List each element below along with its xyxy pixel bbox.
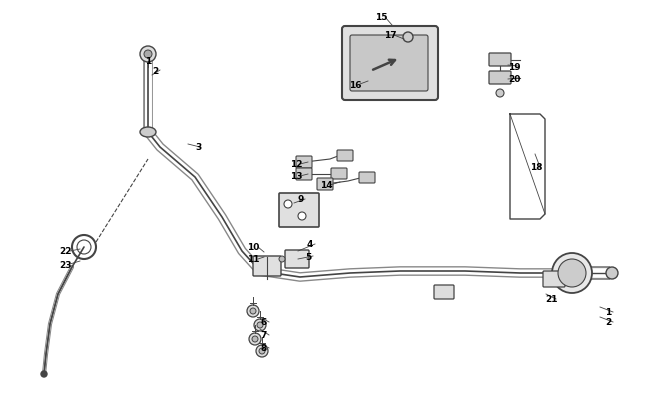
Circle shape <box>259 348 265 354</box>
Text: 2: 2 <box>152 66 158 75</box>
Circle shape <box>41 371 47 377</box>
Text: 5: 5 <box>305 252 311 261</box>
Text: 3: 3 <box>195 143 201 152</box>
Text: 6: 6 <box>261 318 267 327</box>
FancyBboxPatch shape <box>342 27 438 101</box>
Text: 8: 8 <box>261 344 267 353</box>
Circle shape <box>279 256 285 262</box>
Text: 10: 10 <box>247 243 259 252</box>
Circle shape <box>257 322 263 328</box>
Text: 1: 1 <box>145 58 151 66</box>
Circle shape <box>606 267 618 279</box>
Circle shape <box>254 319 266 331</box>
Circle shape <box>558 259 586 287</box>
Text: 11: 11 <box>247 255 259 264</box>
Text: 17: 17 <box>384 32 396 40</box>
Text: 22: 22 <box>58 247 72 256</box>
Text: 1: 1 <box>605 308 611 317</box>
Ellipse shape <box>140 128 156 138</box>
Text: 9: 9 <box>298 195 304 204</box>
Circle shape <box>284 200 292 209</box>
Text: 12: 12 <box>290 160 302 169</box>
Text: 15: 15 <box>375 13 387 22</box>
FancyBboxPatch shape <box>489 72 511 85</box>
FancyBboxPatch shape <box>337 151 353 162</box>
FancyBboxPatch shape <box>317 179 333 190</box>
Text: 7: 7 <box>261 331 267 340</box>
Text: 4: 4 <box>307 240 313 249</box>
Text: 14: 14 <box>320 181 332 190</box>
FancyBboxPatch shape <box>331 168 347 179</box>
Text: 2: 2 <box>605 318 611 327</box>
Text: 23: 23 <box>58 260 72 269</box>
Circle shape <box>140 47 156 63</box>
FancyBboxPatch shape <box>434 285 454 299</box>
Text: 19: 19 <box>508 62 520 71</box>
FancyBboxPatch shape <box>253 256 281 276</box>
FancyBboxPatch shape <box>279 194 319 228</box>
Circle shape <box>249 333 261 345</box>
Circle shape <box>496 90 504 98</box>
Text: 18: 18 <box>530 163 542 172</box>
FancyBboxPatch shape <box>543 271 565 287</box>
FancyBboxPatch shape <box>285 250 309 269</box>
Circle shape <box>298 213 306 220</box>
Text: 13: 13 <box>290 172 302 181</box>
Text: 20: 20 <box>508 74 520 83</box>
Text: 16: 16 <box>349 80 361 89</box>
Circle shape <box>256 345 268 357</box>
FancyBboxPatch shape <box>296 157 312 168</box>
FancyBboxPatch shape <box>350 36 428 92</box>
Text: 21: 21 <box>546 295 558 304</box>
Circle shape <box>552 254 592 293</box>
FancyBboxPatch shape <box>296 168 312 181</box>
Circle shape <box>247 305 259 317</box>
FancyBboxPatch shape <box>359 173 375 183</box>
Circle shape <box>403 33 413 43</box>
Circle shape <box>252 336 258 342</box>
FancyBboxPatch shape <box>489 54 511 67</box>
Circle shape <box>250 308 256 314</box>
Circle shape <box>144 51 152 59</box>
